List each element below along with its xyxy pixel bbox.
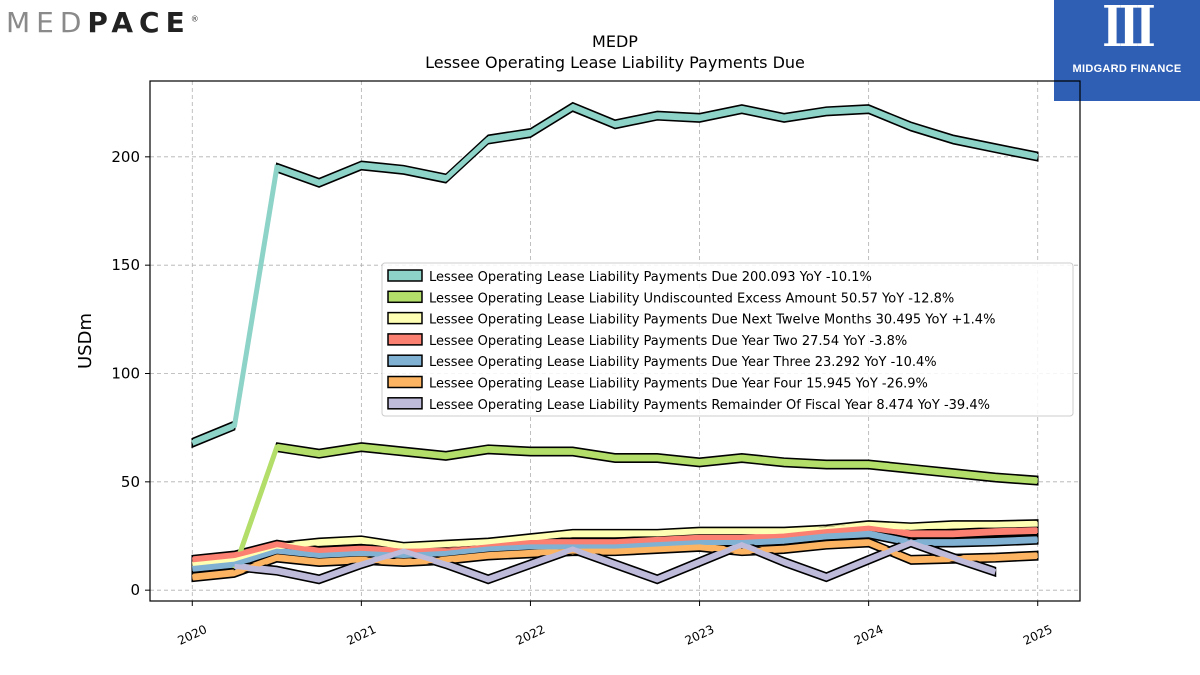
legend-label-0: Lessee Operating Lease Liability Payment…	[429, 270, 872, 285]
plot-frame	[149, 80, 1081, 602]
legend-label-6: Lessee Operating Lease Liability Payment…	[429, 398, 990, 413]
legend-swatch-3	[387, 333, 423, 346]
x-tick-label: 2023	[683, 622, 717, 648]
series-line-1	[232, 444, 1038, 570]
series-line-4	[192, 531, 1038, 571]
series-line-0	[191, 104, 1039, 446]
legend: Lessee Operating Lease Liability Payment…	[381, 262, 1074, 417]
series-band-1	[233, 442, 1039, 573]
y-tick-label: 50	[121, 473, 140, 491]
series-line-2	[192, 521, 1038, 567]
x-axis: 2020 2021 2022 2023 2024 2025	[175, 601, 1055, 648]
y-tick-label: 100	[111, 365, 140, 383]
series-lines	[191, 104, 1039, 583]
x-tick-label: 2024	[852, 622, 886, 648]
series-line-6	[234, 539, 997, 583]
legend-label-5: Lessee Operating Lease Liability Payment…	[429, 377, 928, 392]
legend-swatch-0	[387, 269, 423, 282]
y-axis-label: USDm	[75, 313, 96, 369]
y-axis: 0 50 100 150 200	[111, 148, 150, 599]
legend-swatch-6	[387, 397, 423, 410]
y-tick-label: 0	[130, 581, 140, 599]
chart-subtitle: Lessee Operating Lease Liability Payment…	[425, 53, 805, 72]
legend-swatch-1	[387, 290, 423, 304]
midgard-finance-logo: ꟾꟾꟾ MIDGARD FINANCE	[1054, 0, 1200, 101]
legend-label-1: Lessee Operating Lease Liability Undisco…	[429, 291, 954, 306]
midgard-name: MIDGARD FINANCE	[1072, 63, 1182, 75]
chart-title: MEDP	[592, 32, 638, 51]
x-tick-label: 2020	[175, 622, 209, 648]
y-tick-label: 150	[111, 256, 140, 274]
legend-swatch-4	[387, 354, 423, 367]
logo-registered-mark: ®	[190, 14, 199, 24]
series-line-5	[192, 539, 1038, 580]
medpace-logo: MEDPACE®	[6, 6, 199, 39]
series-line-3	[192, 525, 1038, 563]
logo-bold-text: PACE	[87, 6, 191, 39]
x-tick-label: 2022	[514, 622, 548, 648]
x-tick-label: 2025	[1021, 622, 1055, 648]
x-tick-label: 2021	[345, 622, 379, 648]
legend-label-3: Lessee Operating Lease Liability Payment…	[429, 334, 907, 349]
legend-label-2: Lessee Operating Lease Liability Payment…	[429, 313, 995, 328]
legend-swatch-5	[387, 375, 423, 389]
legend-swatch-2	[387, 311, 423, 325]
legend-label-4: Lessee Operating Lease Liability Payment…	[429, 355, 937, 370]
legend-box	[381, 262, 1074, 417]
midgard-mark-icon: ꟾꟾꟾ	[1102, 6, 1156, 57]
y-tick-label: 200	[111, 148, 140, 166]
logo-light-text: MED	[6, 6, 88, 39]
